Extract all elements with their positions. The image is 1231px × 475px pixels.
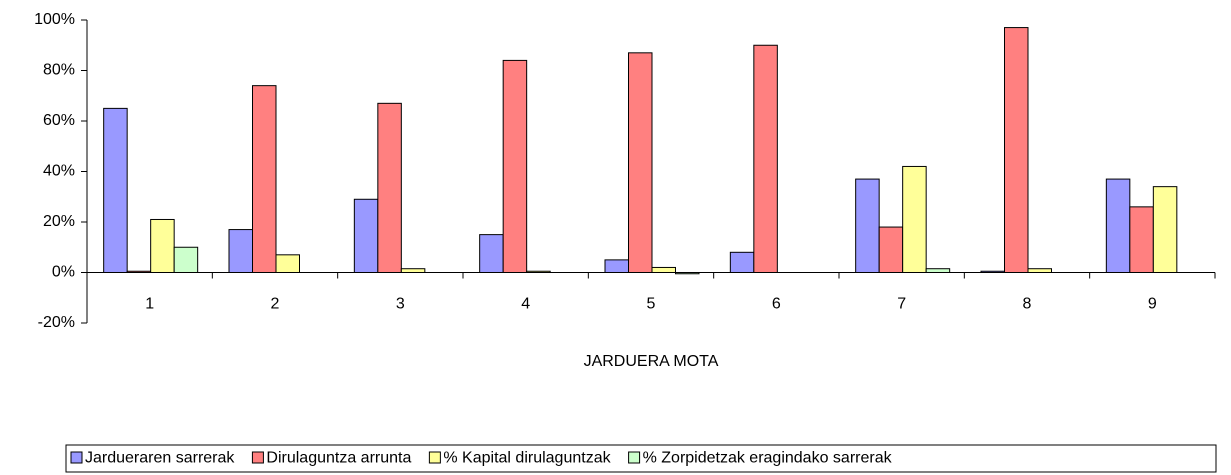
bar (1004, 27, 1029, 274)
legend-swatch (428, 451, 441, 464)
bar (150, 218, 175, 274)
y-tick-label: 100% (34, 11, 75, 28)
x-tick-label: 2 (271, 296, 280, 313)
legend-label: Jardueraren sarrerak (85, 450, 235, 467)
x-tick-label: 6 (772, 296, 781, 313)
bar (1027, 268, 1052, 273)
bar (902, 165, 927, 273)
x-tick-label: 7 (897, 296, 906, 313)
y-tick-label: 40% (43, 163, 75, 180)
y-tick-label: 60% (43, 112, 75, 129)
x-tick-label: 1 (145, 296, 154, 313)
x-tick-label: 5 (647, 296, 656, 313)
bar (925, 268, 951, 273)
y-tick-label: 80% (43, 62, 75, 79)
legend-box (65, 444, 1217, 473)
legend-swatch (251, 451, 264, 464)
bar (729, 251, 755, 274)
y-tick-label: 20% (43, 213, 75, 230)
bar (400, 268, 426, 273)
legend-label: % Kapital dirulaguntzak (443, 450, 611, 467)
x-axis-label: JARDUERA MOTA (584, 353, 719, 370)
bar (753, 44, 778, 273)
bar (878, 226, 904, 274)
x-tick-label: 8 (1023, 296, 1032, 313)
legend-swatch (70, 451, 83, 464)
x-tick-label: 3 (396, 296, 405, 313)
bar (651, 266, 676, 274)
bar (479, 234, 504, 273)
x-tick-label: 4 (521, 296, 530, 313)
y-tick-label: 0% (52, 264, 75, 281)
bar (604, 259, 629, 273)
bar (502, 59, 528, 274)
legend-label: Dirulaguntza arrunta (266, 450, 411, 467)
bar (173, 246, 199, 273)
bar (228, 229, 253, 273)
y-tick-label: -20% (38, 314, 75, 331)
legend-label: % Zorpidetzak eragindako sarrerak (643, 450, 893, 467)
bar (353, 198, 379, 273)
legend-swatch (628, 451, 641, 464)
bar (1105, 178, 1131, 273)
bar (628, 52, 653, 274)
x-tick-label: 9 (1148, 296, 1157, 313)
bar (1129, 206, 1154, 274)
bar (855, 178, 880, 273)
bar (252, 85, 277, 274)
bar (377, 102, 402, 273)
bar (103, 107, 128, 273)
bar (275, 254, 300, 273)
bar (1152, 186, 1178, 273)
